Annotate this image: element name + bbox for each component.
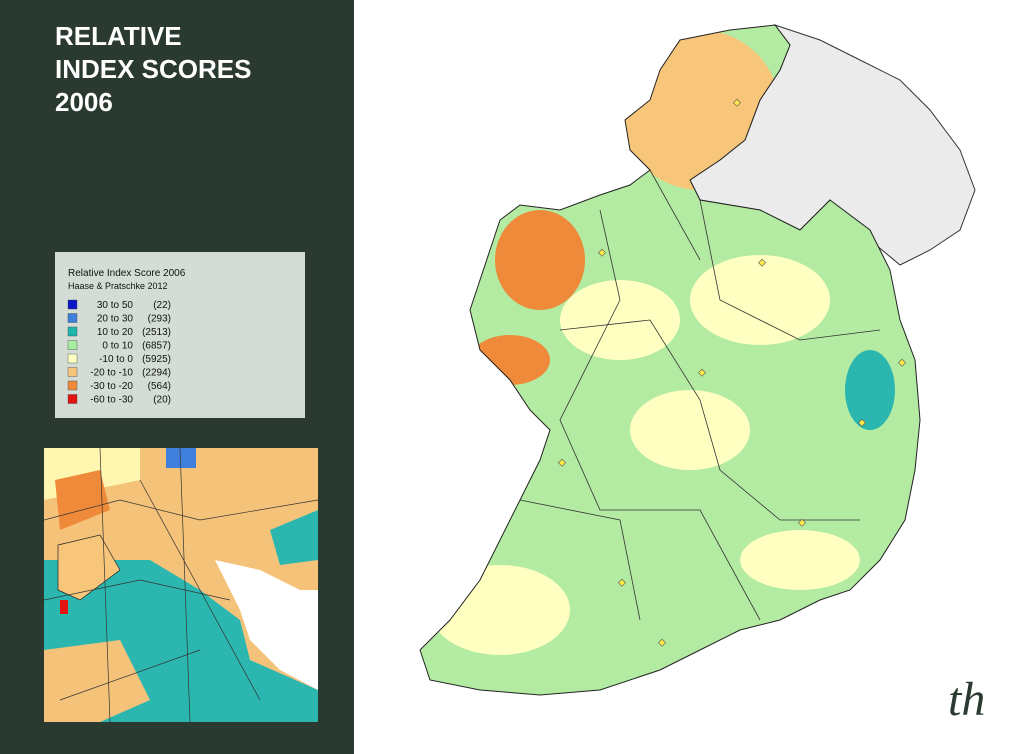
region-fill [630,390,750,470]
region-fill [740,530,860,590]
legend-swatch [67,367,78,377]
legend-range: 20 to 30 [97,314,134,325]
legend-count: (22) [153,300,171,311]
legend-range: 10 to 20 [97,327,134,338]
region-fill [560,280,680,360]
region-fill [495,210,585,310]
town [598,248,606,257]
coastline [419,24,921,696]
legend-count: (20) [153,395,171,406]
legend-swatch [67,394,78,404]
town [618,578,626,587]
legend-range: -60 to -30 [90,395,133,406]
region-fill [845,350,895,430]
inset-area [44,640,150,722]
legend-swatch [67,326,78,337]
town [758,258,766,267]
region-fill [470,335,550,385]
legend-range: 30 to 50 [97,300,134,311]
inset-area [166,448,196,468]
legend-range: 0 to 10 [102,341,133,352]
town [658,638,666,647]
inset-boundary [44,448,318,722]
legend-range: -20 to -10 [90,368,133,379]
town [698,368,706,377]
legend-swatch [67,299,78,310]
town [558,458,566,467]
inset-area [270,510,318,565]
town [733,98,741,107]
region-fill [430,565,570,655]
legend-range: -30 to -20 [90,381,133,392]
legend-box [55,252,305,418]
title-line: RELATIVE [55,21,182,51]
inset-area [57,534,121,601]
legend-swatch [67,313,78,323]
dublin-inset [44,448,318,722]
legend-count: (2513) [142,327,171,338]
legend-count: (6857) [142,341,171,352]
legend-swatch [67,340,78,350]
town [858,418,866,427]
title-line: 2006 [55,87,113,117]
town [898,358,906,367]
towns [558,98,906,647]
legend: Relative Index Score 2006 Haase & Pratsc… [55,252,305,418]
legend-title: Relative Index Score 2006 [68,268,186,279]
legend-source: Haase & Pratschke 2012 [68,281,168,291]
logo: th [948,673,985,726]
legend-count: (2294) [142,368,171,379]
legend-count: (5925) [142,354,171,365]
legend-range: -10 to 0 [99,354,133,365]
inset-area [55,470,110,530]
region-fill [690,255,830,345]
legend-swatch [67,353,78,364]
town [798,518,806,527]
legend-count: (564) [148,381,171,392]
legend-swatch [67,380,78,391]
inset-area [60,600,68,614]
legend-count: (293) [148,314,171,325]
county-boundary [519,169,881,621]
inset-sea [215,560,318,690]
title-line: INDEX SCORES [55,54,252,84]
